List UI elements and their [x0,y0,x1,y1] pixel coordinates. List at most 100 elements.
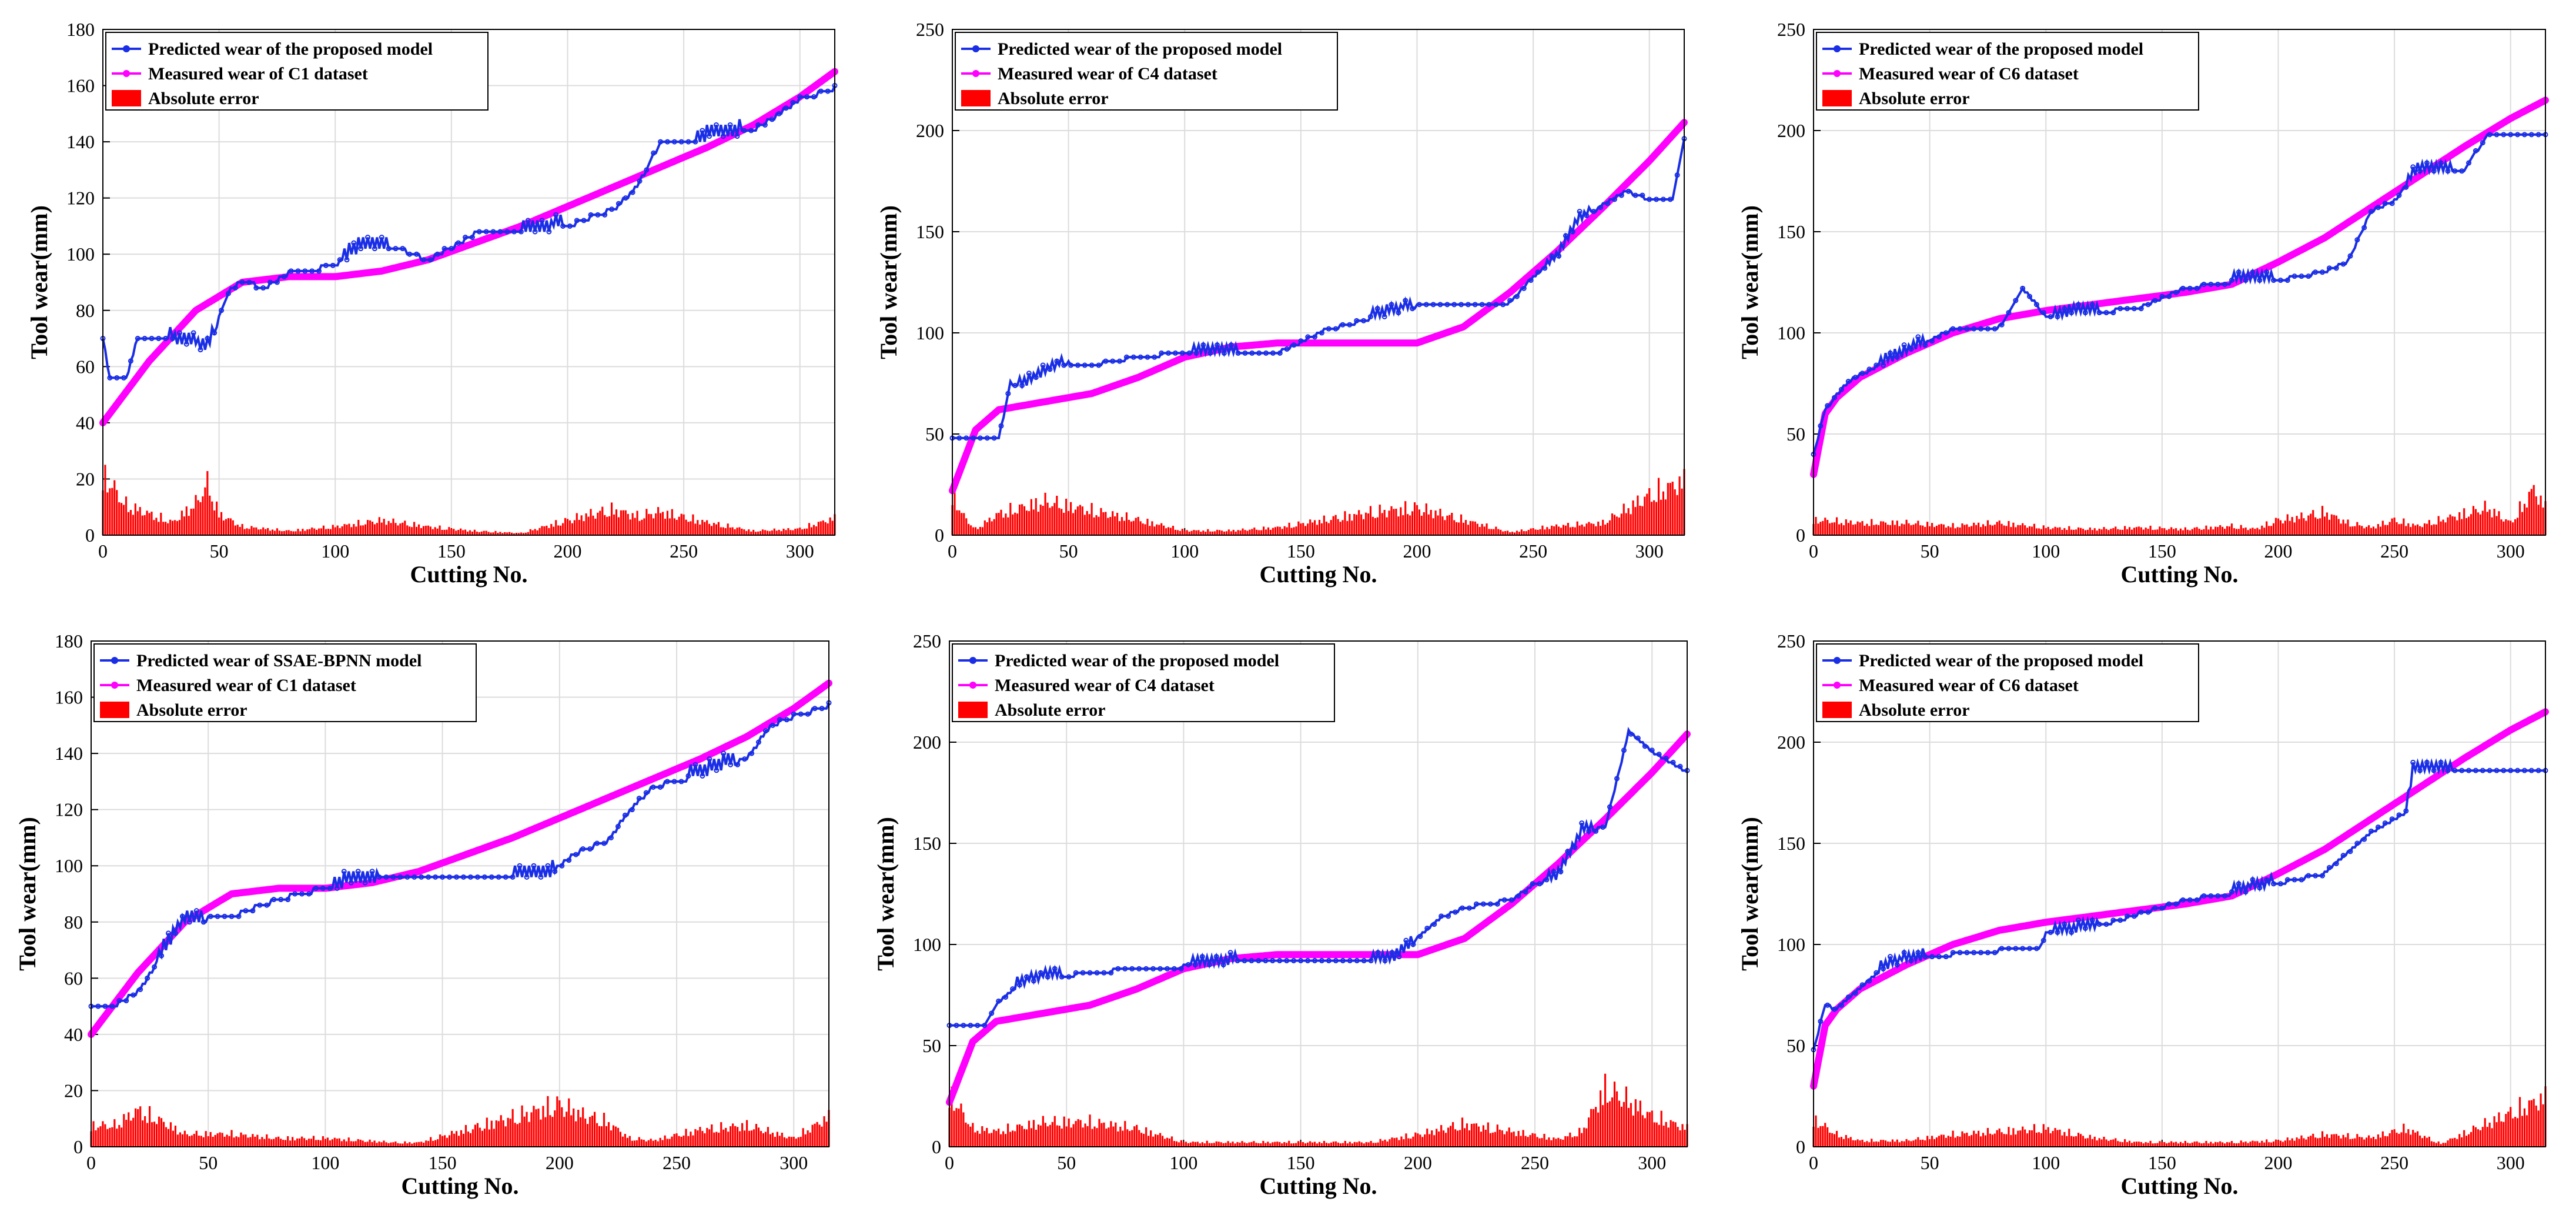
error-bar [172,1130,175,1147]
error-bar [2047,526,2049,535]
error-bar [469,1133,472,1147]
error-bar [297,529,299,535]
error-bar [631,513,634,535]
x-tick-label: 200 [2264,540,2292,562]
error-bar [2061,1135,2063,1147]
error-bar [523,1116,526,1147]
error-bar [183,516,185,535]
error-bar [1075,1121,1077,1147]
error-bar [782,528,785,535]
error-bar [2518,1097,2521,1147]
error-bar [1919,1140,1922,1147]
error-bar [448,527,450,535]
error-bar [778,529,780,535]
error-bar [2514,1117,2517,1147]
error-bar [2321,506,2324,535]
error-bar [1641,506,1644,535]
error-bar [657,507,660,535]
error-bar [278,530,280,535]
legend-predicted-marker [972,45,979,52]
predicted-wear-line [1812,758,2545,1050]
error-bar [373,524,376,535]
error-bar [1202,530,1205,535]
error-bar [1374,1143,1377,1147]
error-bar [2049,1133,2052,1147]
error-bar [2042,525,2045,535]
error-bar [2107,1141,2110,1147]
error-bar [1237,530,1239,535]
error-bar [1119,1126,1122,1147]
error-bar [1174,529,1177,535]
error-bar [2535,496,2537,535]
error-bar [1037,1124,1039,1147]
error-bar [118,502,121,535]
error-bar [296,1138,299,1147]
error-bars [1812,485,2547,535]
error-bar [2523,503,2526,535]
y-tick-label: 140 [66,131,95,152]
error-bar [521,1105,523,1147]
error-bar [312,1136,315,1147]
error-bar [553,526,555,535]
error-bar [2393,1129,2396,1147]
error-bar [504,532,506,535]
error-bar [371,1141,373,1147]
error-bar [1427,514,1430,535]
error-bar [1482,1125,1484,1147]
error-bar [546,525,548,535]
error-bar [2052,1131,2054,1147]
error-bar [292,1137,294,1147]
chart-bottom-right: 0 50 100 150 200 250 300050100150200250Cutting… [1737,630,2549,1199]
error-bar [1669,483,1671,535]
error-bar [2470,514,2473,535]
error-bar [227,518,230,535]
error-bar [204,487,206,535]
error-bar [192,508,195,535]
error-bar [771,1133,774,1147]
error-bar [675,1133,678,1147]
error-bar [2249,1141,2252,1147]
error-bar [1463,1128,1466,1147]
x-tick-label: 250 [1521,1152,1549,1173]
error-bar [1875,1141,1878,1147]
error-bar [1032,1120,1035,1147]
error-bar [483,1129,486,1147]
chart-bottom-left: 0 50 100 150 200 250 3000204060801001201401601… [14,630,832,1199]
x-tick-label: 50 [199,1152,218,1173]
error-bar [739,1131,741,1147]
error-bar [1185,1141,1187,1147]
error-bar [1225,1143,1227,1147]
error-bar [792,1136,795,1147]
error-bar [1153,526,1156,535]
error-bar [1576,1136,1578,1147]
error-bar [794,529,797,535]
y-tick-label: 200 [1777,120,1805,141]
error-bar [146,1123,149,1147]
error-bar [2024,1129,2026,1147]
error-bar [1562,525,1565,535]
error-bar [1856,1139,1859,1147]
error-bar [390,523,392,535]
error-bar [1030,1128,1033,1147]
error-bar [2230,523,2233,535]
error-bar [1931,523,1933,535]
error-bar [1952,523,1954,535]
error-bar [341,526,343,535]
error-bar [1599,1090,1602,1147]
error-bar [2066,1136,2068,1147]
error-bar [1253,1141,1255,1147]
error-bar [1954,528,1956,535]
error-bar [710,526,713,535]
error-bar [1868,526,1871,535]
error-bar [697,520,699,535]
error-bar [1126,1129,1129,1147]
error-bar [1679,1130,1681,1147]
error-bar [2100,529,2103,535]
error-bar [2435,524,2437,535]
error-bar [1880,1140,1882,1147]
error-bar [2521,1116,2524,1147]
error-bar [431,529,434,535]
error-bar [474,1124,476,1147]
error-bar [1035,1130,1038,1147]
error-bar [1952,1130,1954,1147]
